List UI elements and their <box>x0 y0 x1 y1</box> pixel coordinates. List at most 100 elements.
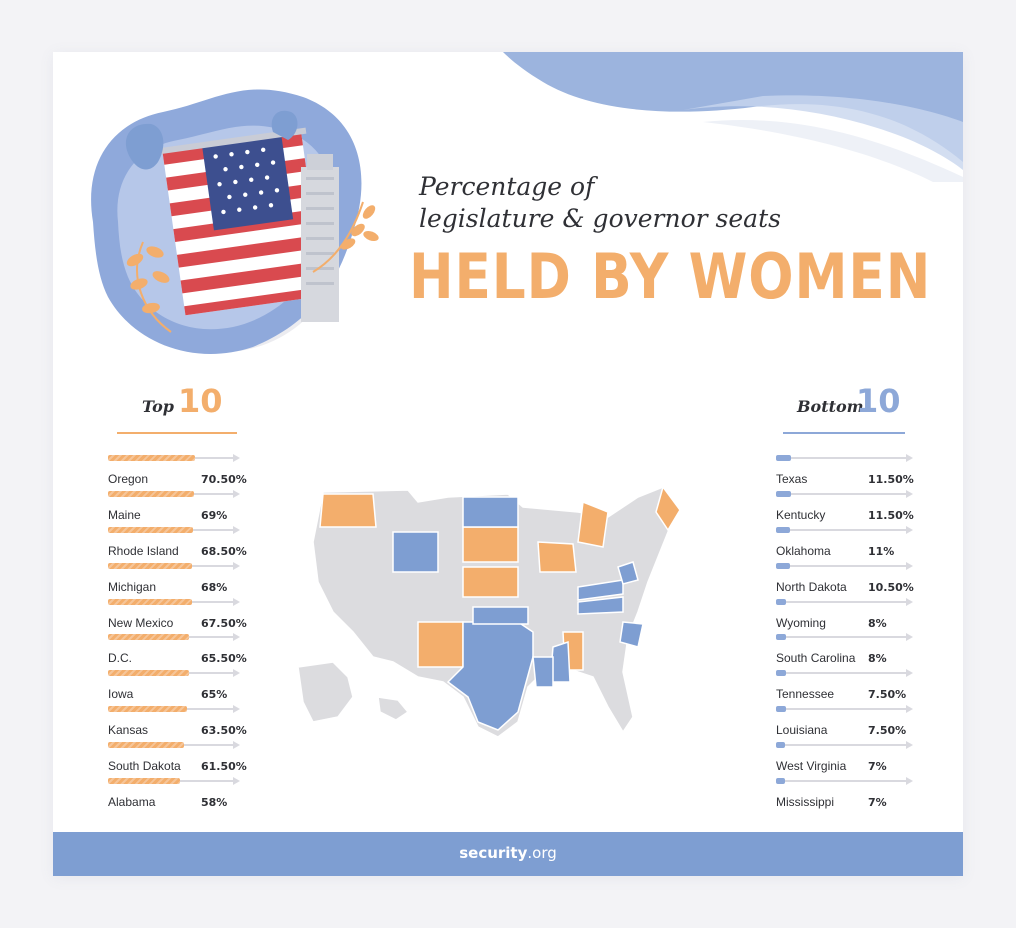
bottom-ten-bar-arrow-icon <box>906 777 913 786</box>
hero-illustration <box>91 89 379 354</box>
top-ten-state-name: D.C. <box>108 651 132 666</box>
bottom-ten-state-name: West Virginia <box>776 759 847 774</box>
bottom-ten-bar-line <box>776 600 907 603</box>
bottom-ten-bar-arrow-icon <box>906 633 913 642</box>
bottom-ten-state-name: South Carolina <box>776 651 856 666</box>
bottom-ten-bar <box>776 526 791 533</box>
bottom-ten-bar-arrow-icon <box>906 454 913 462</box>
bottom-ten-value-label: 8% <box>868 616 887 630</box>
chart-subtitle-line-2: legislature & governor seats <box>419 204 781 233</box>
bottom-ten-bar-track <box>776 777 913 786</box>
top-ten-row: New Mexico 67.50% <box>108 597 247 634</box>
bottom-ten-bar <box>776 778 786 785</box>
infographic-card: Percentage of legislature & governor sea… <box>53 52 963 876</box>
top-ten-row: Iowa 65% <box>108 669 243 705</box>
top-ten-value-label: 65.50% <box>201 652 247 666</box>
bottom-ten-state-name: Wyoming <box>776 615 826 630</box>
top-ten-state-name: Alabama <box>108 795 156 810</box>
bottom-ten-value-label: 7% <box>868 760 887 774</box>
top-ten-state-name: Rhode Island <box>108 543 179 558</box>
top-ten-header-word: Top <box>142 397 174 416</box>
top-ten-bar <box>108 778 180 785</box>
bottom-ten-state-name: Texas <box>776 472 808 486</box>
building-icon <box>301 154 339 322</box>
bottom-ten-bar-line <box>776 564 907 567</box>
bottom-ten-bar-track <box>776 741 913 750</box>
top-ten-bar-track <box>108 669 240 678</box>
top-ten-bar-track <box>108 489 240 498</box>
top-ten-bar <box>108 706 187 713</box>
bottom-ten-bar-arrow-icon <box>906 669 913 678</box>
top-ten-bar-arrow-icon <box>233 633 240 642</box>
bottom-ten-bar-list: Texas 11.50% Kentucky 11.50% Oklahoma 11% Nort… <box>776 454 916 813</box>
bottom-ten-state-name: Mississippi <box>776 795 835 810</box>
bottom-ten-bar-line <box>776 708 907 711</box>
top-ten-bar-arrow-icon <box>233 454 240 462</box>
top-ten-row: Michigan 68% <box>108 561 243 598</box>
bottom-ten-value-label: 7% <box>868 796 887 810</box>
top-ten-bar <box>108 562 193 569</box>
top-ten-header-number: 10 <box>178 382 223 420</box>
top-ten-bar-arrow-icon <box>233 741 240 750</box>
chart-title: HELD BY WOMEN <box>409 240 932 313</box>
us-map-icon <box>297 485 681 738</box>
bottom-ten-bar-line <box>776 744 907 747</box>
top-ten-state-name: New Mexico <box>108 615 174 630</box>
bottom-ten-row: North Dakota 10.50% <box>776 561 916 598</box>
bottom-ten-bar-track <box>776 597 913 606</box>
top-ten-bar-arrow-icon <box>233 597 240 606</box>
top-ten-value-label: 68.50% <box>201 544 247 558</box>
bottom-ten-bar-arrow-icon <box>906 741 913 750</box>
bottom-ten-value-label: 11% <box>868 544 895 558</box>
top-ten-bar-track <box>108 705 240 714</box>
bottom-ten-bar-track <box>776 669 913 678</box>
top-ten-bar <box>108 634 190 641</box>
american-flag-icon <box>156 127 325 316</box>
bottom-ten-bar <box>776 490 791 497</box>
top-ten-bar-track <box>108 454 240 462</box>
bottom-ten-bar-arrow-icon <box>906 489 913 498</box>
bottom-ten-row: Louisiana 7.50% <box>776 705 916 741</box>
top-ten-state-name: Oregon <box>108 472 149 486</box>
top-ten-state-name: Michigan <box>108 579 157 594</box>
bottom-ten-bar-arrow-icon <box>906 705 913 714</box>
bottom-ten-bar-line <box>776 457 907 459</box>
bottom-ten-bar <box>776 562 790 569</box>
top-ten-value-label: 68% <box>201 580 228 594</box>
top-ten-bar-arrow-icon <box>233 669 240 678</box>
bottom-ten-bar-track <box>776 633 913 642</box>
top-ten-bar <box>108 455 196 461</box>
bottom-ten-row: South Carolina 8% <box>776 633 916 669</box>
bottom-ten-bar-line <box>776 672 907 675</box>
leaf-icon <box>126 201 379 333</box>
top-ten-row: Rhode Island 68.50% <box>108 525 247 562</box>
top-ten-state-name: South Dakota <box>108 759 181 774</box>
bottom-ten-bar-track <box>776 525 913 534</box>
bottom-ten-bar-arrow-icon <box>906 561 913 570</box>
decorative-wave <box>503 52 963 182</box>
bottom-ten-value-label: 7.50% <box>868 724 907 738</box>
bottom-ten-bar-line <box>776 780 907 783</box>
top-ten-value-label: 70.50% <box>201 473 247 486</box>
bottom-ten-row: Mississippi 7% <box>776 777 916 813</box>
bottom-ten-bar <box>776 598 787 605</box>
top-ten-bar <box>108 742 185 749</box>
top-ten-bar <box>108 490 194 497</box>
top-ten-value-label: 67.50% <box>201 616 247 630</box>
top-ten-value-label: 61.50% <box>201 760 247 774</box>
bottom-ten-state-name: Tennessee <box>776 687 835 702</box>
top-ten-value-label: 69% <box>201 508 228 522</box>
top-ten-row: Kansas 63.50% <box>108 705 247 741</box>
bottom-ten-state-name: Oklahoma <box>776 543 831 558</box>
bottom-ten-value-label: 11.50% <box>868 508 914 522</box>
top-ten-header: Top 10 <box>117 382 237 434</box>
top-ten-bar <box>108 598 192 605</box>
bottom-ten-bar-track <box>776 489 913 498</box>
top-ten-row: D.C. 65.50% <box>108 633 247 669</box>
top-ten-row: Alabama 58% <box>108 777 243 813</box>
bottom-ten-bar <box>776 706 786 713</box>
bottom-ten-row: Kentucky 11.50% <box>776 489 916 526</box>
bottom-ten-bar-arrow-icon <box>906 597 913 606</box>
bottom-ten-row: Wyoming 8% <box>776 597 916 634</box>
bottom-ten-value-label: 10.50% <box>868 580 914 594</box>
